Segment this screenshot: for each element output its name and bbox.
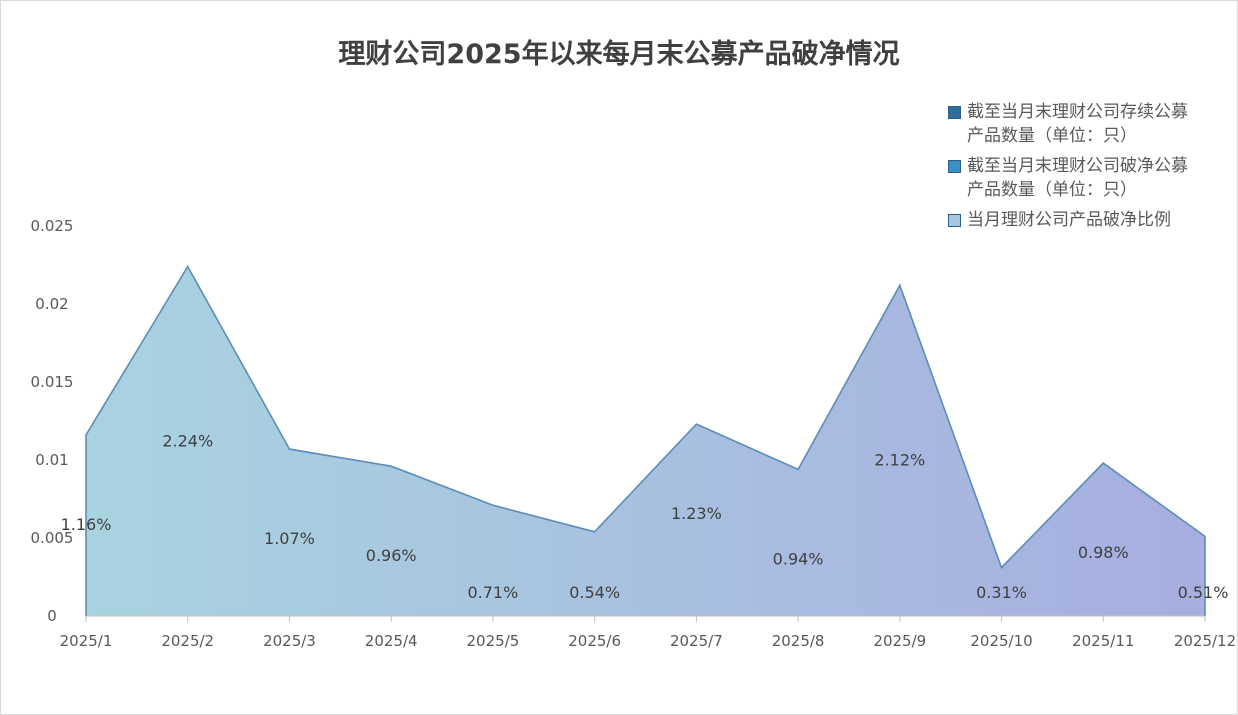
area-fill (86, 266, 1205, 616)
x-tick-label: 2025/3 (263, 632, 316, 650)
data-label: 2.12% (874, 450, 925, 469)
data-label: 0.71% (467, 583, 518, 602)
data-label: 0.31% (976, 583, 1027, 602)
x-tick-label: 2025/12 (1174, 632, 1236, 650)
data-label: 0.96% (366, 546, 417, 565)
legend: 截至当月末理财公司存续公募 产品数量（单位：只） 截至当月末理财公司破净公募 产… (945, 100, 1230, 238)
legend-label-line1: 截至当月末理财公司破净公募 (967, 156, 1188, 176)
legend-label-line1: 截至当月末理财公司存续公募 (967, 102, 1188, 122)
data-label: 0.54% (569, 583, 620, 602)
x-tick-label: 2025/7 (670, 632, 723, 650)
legend-item-below-nav-products: 截至当月末理财公司破净公募 产品数量（单位：只） (945, 154, 1230, 202)
x-tick-label: 2025/5 (467, 632, 520, 650)
y-tick-label: 0.025 (31, 217, 74, 235)
y-tick-label: 0.015 (31, 373, 74, 391)
legend-label-line2: 产品数量（单位：只） (967, 180, 1137, 200)
chart-title: 理财公司2025年以来每月末公募产品破净情况 (338, 39, 900, 70)
x-tick-label: 2025/10 (970, 632, 1032, 650)
data-label: 2.24% (162, 432, 213, 451)
x-tick-label: 2025/6 (568, 632, 621, 650)
x-tick-label: 2025/8 (772, 632, 825, 650)
data-label: 1.23% (671, 504, 722, 523)
legend-label-line1: 当月理财公司产品破净比例 (967, 210, 1171, 230)
data-label: 1.07% (264, 529, 315, 548)
legend-swatch-existing (948, 106, 961, 119)
series-line (85, 265, 1206, 616)
y-tick-label: 0.02 (35, 295, 68, 313)
legend-swatch-ratio (948, 214, 961, 227)
y-tick-label: 0 (47, 607, 57, 625)
data-label: 0.94% (773, 549, 824, 568)
y-tick-label: 0.005 (31, 529, 74, 547)
legend-item-below-nav-ratio: 当月理财公司产品破净比例 (945, 208, 1230, 232)
legend-label-line2: 产品数量（单位：只） (967, 126, 1137, 146)
x-tick-label: 2025/1 (60, 632, 113, 650)
x-tick-label: 2025/9 (873, 632, 926, 650)
data-label: 1.16% (61, 515, 112, 534)
data-label: 0.98% (1078, 543, 1129, 562)
y-tick-label: 0.01 (35, 451, 68, 469)
data-label: 0.51% (1178, 583, 1229, 602)
x-tick-label: 2025/2 (161, 632, 214, 650)
x-tick-label: 2025/4 (365, 632, 418, 650)
legend-swatch-below-nav (948, 160, 961, 173)
x-tick-label: 2025/11 (1072, 632, 1134, 650)
legend-item-existing-products: 截至当月末理财公司存续公募 产品数量（单位：只） (945, 100, 1230, 148)
